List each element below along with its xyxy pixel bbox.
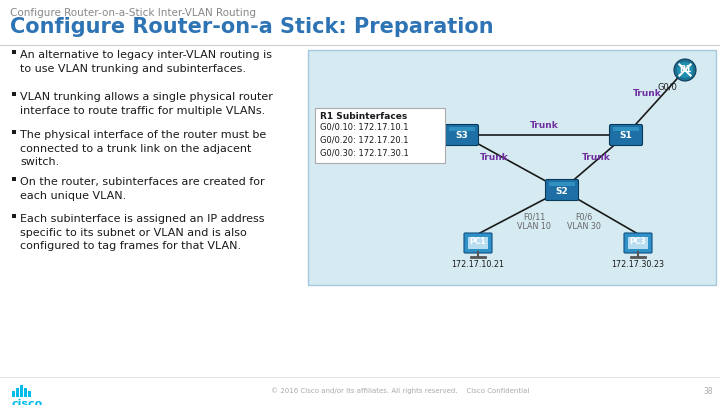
- Text: Configure Router-on-a Stick: Preparation: Configure Router-on-a Stick: Preparation: [10, 17, 494, 37]
- FancyBboxPatch shape: [549, 182, 575, 186]
- FancyBboxPatch shape: [20, 385, 22, 397]
- FancyBboxPatch shape: [610, 124, 642, 145]
- Text: Trunk: Trunk: [480, 153, 508, 162]
- FancyBboxPatch shape: [12, 177, 16, 181]
- Text: S2: S2: [556, 186, 568, 196]
- FancyBboxPatch shape: [16, 388, 19, 397]
- Text: © 2016 Cisco and/or its affiliates. All rights reserved.    Cisco Confidential: © 2016 Cisco and/or its affiliates. All …: [271, 388, 529, 394]
- Text: Configure Router-on-a-Stick Inter-VLAN Routing: Configure Router-on-a-Stick Inter-VLAN R…: [10, 8, 256, 18]
- Text: Trunk: Trunk: [582, 153, 611, 162]
- FancyBboxPatch shape: [446, 124, 479, 145]
- FancyBboxPatch shape: [546, 179, 578, 200]
- Text: cisco: cisco: [12, 399, 43, 405]
- Text: Trunk: Trunk: [530, 121, 559, 130]
- Text: Each subinterface is assigned an IP address
specific to its subnet or VLAN and i: Each subinterface is assigned an IP addr…: [20, 214, 264, 251]
- Text: On the router, subinterfaces are created for
each unique VLAN.: On the router, subinterfaces are created…: [20, 177, 265, 200]
- Text: The physical interface of the router must be
connected to a trunk link on the ad: The physical interface of the router mus…: [20, 130, 266, 167]
- Text: S3: S3: [456, 132, 469, 141]
- FancyBboxPatch shape: [628, 237, 648, 249]
- FancyBboxPatch shape: [468, 237, 488, 249]
- FancyBboxPatch shape: [12, 92, 16, 96]
- Text: 172.17.30.23: 172.17.30.23: [611, 260, 665, 269]
- Text: G0/0: G0/0: [657, 83, 677, 92]
- FancyBboxPatch shape: [12, 214, 16, 218]
- Text: VLAN trunking allows a single physical router
interface to route traffic for mul: VLAN trunking allows a single physical r…: [20, 92, 273, 115]
- Text: R1 Subinterfaces: R1 Subinterfaces: [320, 112, 408, 121]
- Text: An alternative to legacy inter-VLAN routing is
to use VLAN trunking and subinter: An alternative to legacy inter-VLAN rout…: [20, 50, 272, 74]
- Text: F0/6
VLAN 30: F0/6 VLAN 30: [567, 212, 601, 231]
- Text: 38: 38: [703, 386, 713, 396]
- FancyBboxPatch shape: [12, 391, 14, 397]
- Text: R1: R1: [679, 66, 691, 75]
- Circle shape: [674, 59, 696, 81]
- FancyBboxPatch shape: [464, 233, 492, 253]
- FancyBboxPatch shape: [28, 391, 30, 397]
- Text: 172.17.10.21: 172.17.10.21: [451, 260, 505, 269]
- Text: PC1: PC1: [469, 237, 486, 247]
- FancyBboxPatch shape: [12, 130, 16, 134]
- Text: F0/11
VLAN 10: F0/11 VLAN 10: [517, 212, 551, 231]
- FancyBboxPatch shape: [624, 233, 652, 253]
- Circle shape: [677, 62, 693, 78]
- FancyBboxPatch shape: [24, 388, 27, 397]
- Text: PC3: PC3: [630, 237, 647, 247]
- FancyBboxPatch shape: [449, 127, 475, 131]
- Text: Trunk: Trunk: [633, 90, 662, 98]
- Text: S1: S1: [620, 132, 632, 141]
- FancyBboxPatch shape: [308, 50, 716, 285]
- FancyBboxPatch shape: [315, 108, 445, 163]
- Text: G0/0.10: 172.17.10.1
G0/0.20: 172.17.20.1
G0/0.30: 172.17.30.1: G0/0.10: 172.17.10.1 G0/0.20: 172.17.20.…: [320, 123, 409, 158]
- FancyBboxPatch shape: [613, 127, 639, 131]
- FancyBboxPatch shape: [12, 50, 16, 54]
